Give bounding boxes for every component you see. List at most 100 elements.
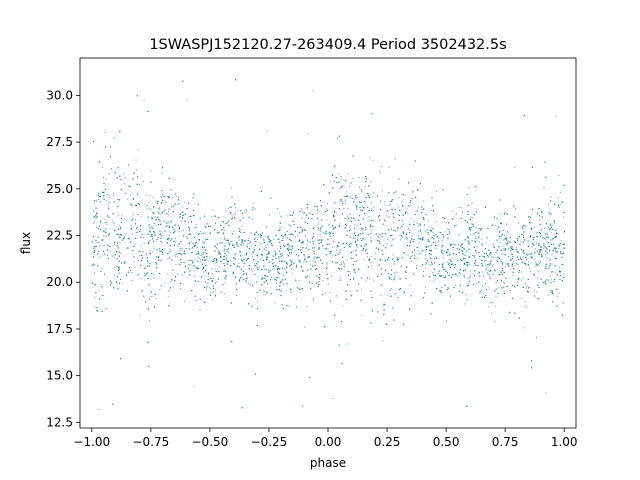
- data-point: [360, 188, 362, 190]
- data-point: [248, 238, 250, 240]
- data-point: [469, 275, 471, 277]
- data-point: [546, 241, 548, 243]
- data-point: [464, 261, 466, 263]
- data-point: [412, 254, 414, 256]
- data-point: [408, 228, 410, 229]
- data-point: [429, 280, 431, 282]
- data-point: [276, 264, 278, 266]
- data-point: [540, 255, 542, 257]
- data-point: [199, 258, 201, 260]
- data-point: [210, 292, 212, 294]
- data-point: [123, 262, 125, 264]
- data-point: [149, 320, 151, 322]
- data-point: [543, 247, 545, 249]
- data-point: [226, 251, 228, 252]
- data-point: [143, 204, 145, 206]
- data-point: [330, 181, 332, 183]
- data-point: [503, 291, 505, 293]
- data-point: [111, 220, 113, 222]
- data-point: [356, 246, 358, 248]
- data-point: [385, 259, 387, 261]
- data-point: [195, 258, 197, 260]
- data-point: [282, 237, 284, 239]
- data-point: [388, 166, 390, 168]
- data-point: [335, 212, 337, 214]
- data-point: [449, 254, 451, 256]
- data-point: [150, 170, 152, 172]
- data-point: [178, 197, 180, 198]
- data-point: [178, 231, 180, 233]
- data-point: [302, 271, 304, 273]
- data-point: [559, 206, 561, 208]
- data-point: [556, 296, 558, 298]
- data-point: [335, 250, 337, 251]
- data-point: [327, 248, 329, 250]
- data-point: [347, 244, 349, 246]
- data-point: [459, 283, 461, 285]
- data-point: [279, 212, 281, 214]
- data-point: [467, 283, 469, 285]
- data-point: [159, 209, 161, 211]
- data-point: [282, 236, 284, 238]
- data-point: [380, 172, 382, 174]
- data-point: [326, 261, 328, 263]
- data-point: [137, 250, 139, 252]
- data-point: [432, 232, 434, 234]
- data-point: [427, 234, 429, 236]
- data-point: [360, 244, 362, 246]
- data-point: [147, 202, 149, 204]
- data-point: [370, 255, 372, 257]
- data-point: [138, 260, 139, 261]
- data-point: [223, 269, 225, 271]
- data-point: [277, 208, 279, 210]
- data-point: [233, 213, 235, 215]
- data-point: [416, 222, 418, 224]
- data-point: [275, 283, 277, 285]
- data-point: [520, 271, 522, 273]
- data-point: [116, 252, 118, 254]
- data-point: [468, 187, 470, 188]
- data-point: [441, 239, 443, 241]
- data-point: [326, 203, 328, 205]
- data-point: [551, 263, 553, 265]
- data-point: [553, 234, 555, 236]
- data-point: [327, 283, 329, 285]
- data-point: [114, 244, 116, 245]
- data-point: [397, 204, 399, 206]
- data-point: [203, 263, 205, 265]
- data-point: [378, 170, 380, 172]
- data-point: [507, 241, 509, 243]
- data-point: [340, 176, 342, 178]
- data-point: [464, 303, 466, 305]
- data-point: [466, 278, 468, 280]
- data-point: [368, 216, 370, 218]
- data-point: [343, 196, 345, 198]
- data-point: [556, 236, 557, 238]
- data-point: [322, 231, 324, 233]
- data-point: [383, 239, 385, 241]
- data-point: [554, 222, 555, 224]
- data-point: [522, 234, 524, 236]
- data-point: [311, 217, 313, 219]
- data-point: [394, 275, 396, 277]
- data-point: [230, 240, 232, 242]
- data-point: [188, 234, 190, 235]
- data-point: [465, 294, 467, 295]
- data-point: [204, 252, 206, 253]
- data-point: [171, 189, 173, 191]
- data-point: [310, 263, 311, 265]
- data-point: [413, 220, 415, 222]
- data-point: [177, 256, 179, 258]
- data-point: [451, 257, 453, 259]
- data-point: [164, 200, 166, 202]
- data-point: [338, 280, 340, 282]
- data-point: [456, 224, 458, 226]
- data-point: [502, 245, 504, 247]
- data-point: [281, 280, 283, 282]
- data-point: [462, 253, 464, 255]
- data-point: [323, 248, 325, 250]
- data-point: [265, 294, 267, 296]
- data-point: [202, 241, 204, 243]
- data-point: [158, 237, 160, 239]
- data-point: [472, 273, 474, 275]
